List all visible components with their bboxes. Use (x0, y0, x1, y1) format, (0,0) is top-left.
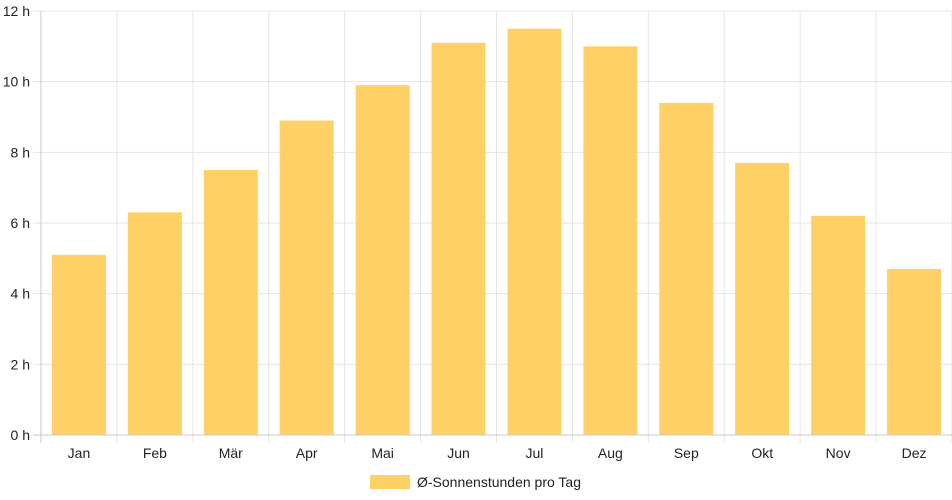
y-tick-label: 2 h (11, 356, 30, 372)
x-tick-label: Okt (751, 445, 773, 461)
legend[interactable]: Ø-Sonnenstunden pro Tag (370, 474, 581, 490)
grid-lines (33, 10, 952, 443)
y-tick-label: 8 h (11, 144, 30, 160)
bar-1[interactable] (51, 254, 106, 435)
x-tick-label: Feb (143, 445, 167, 461)
x-tick-label: Nov (826, 445, 851, 461)
bar-7[interactable] (507, 28, 562, 436)
y-tick-label: 0 h (11, 427, 30, 443)
axes (33, 11, 952, 443)
x-tick-label: Aug (598, 445, 623, 461)
bars (51, 28, 942, 436)
bar-4[interactable] (279, 120, 334, 436)
x-tick-label: Apr (296, 445, 318, 461)
x-tick-labels: Jan Feb Mär Apr Mai Jun Jul Aug Sep Okt Nov Dez (68, 445, 927, 461)
x-tick-label: Jun (447, 445, 470, 461)
x-tick-label: Dez (902, 445, 927, 461)
bar-10[interactable] (735, 162, 790, 435)
bar-12[interactable] (887, 268, 942, 435)
bar-2[interactable] (127, 212, 182, 435)
bar-5[interactable] (355, 85, 410, 435)
x-tick-label: Mär (219, 445, 243, 461)
y-tick-label: 10 h (3, 74, 30, 90)
x-tick-label: Jul (526, 445, 544, 461)
legend-swatch (370, 475, 410, 489)
y-tick-label: 4 h (11, 286, 30, 302)
legend-label: Ø-Sonnenstunden pro Tag (417, 474, 581, 490)
bar-8[interactable] (583, 46, 638, 435)
bar-3[interactable] (203, 170, 258, 435)
y-tick-labels: 0 h 2 h 4 h 6 h 8 h 10 h 12 h (3, 3, 30, 443)
x-tick-label: Mai (371, 445, 394, 461)
bar-9[interactable] (659, 102, 714, 435)
y-tick-label: 6 h (11, 215, 30, 231)
bar-11[interactable] (811, 215, 866, 435)
y-tick-label: 12 h (3, 3, 30, 19)
bar-6[interactable] (431, 42, 486, 436)
x-tick-label: Jan (68, 445, 91, 461)
x-tick-label: Sep (674, 445, 699, 461)
